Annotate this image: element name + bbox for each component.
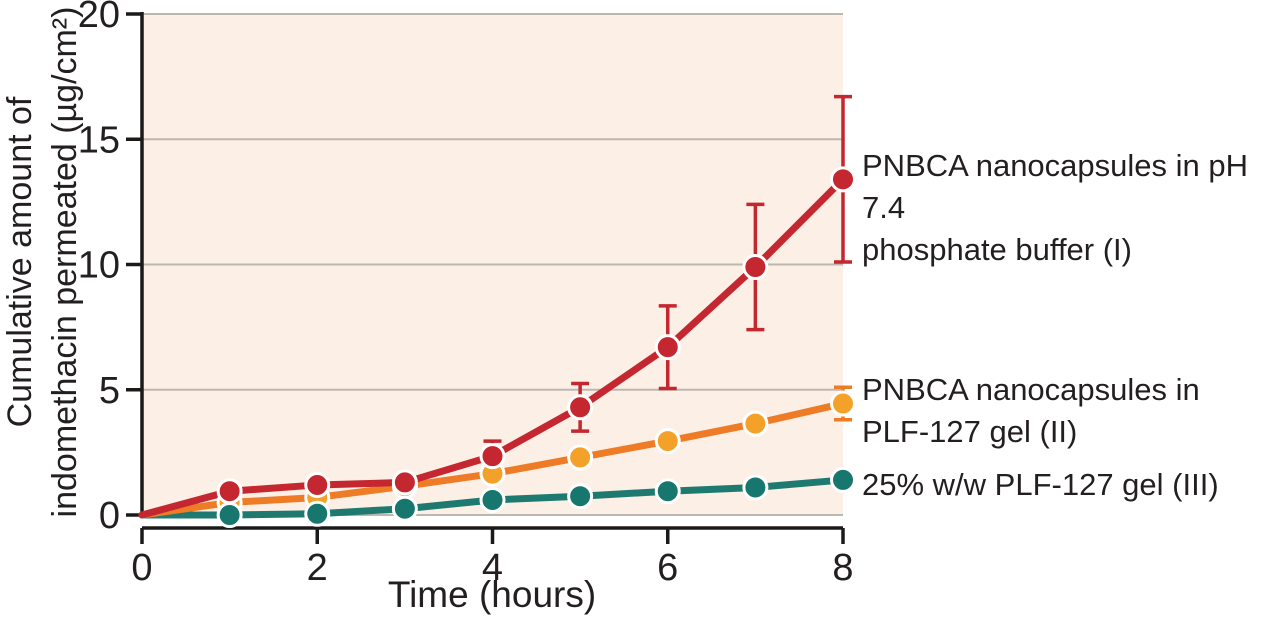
data-point-series-3-h6 xyxy=(654,478,681,505)
y-tick-label-5: 5 xyxy=(99,370,120,412)
x-tick-label-2: 2 xyxy=(307,547,328,589)
data-point-series-1-h8 xyxy=(830,166,856,193)
y-tick-label-0: 0 xyxy=(99,495,120,537)
data-point-series-1-h4 xyxy=(479,443,506,470)
data-point-series-1-h6 xyxy=(654,334,681,361)
y-tick-label-20: 20 xyxy=(78,0,120,36)
x-tick-label-6: 6 xyxy=(657,547,678,589)
data-point-series-1-h7 xyxy=(742,254,769,281)
x-tick-label-8: 8 xyxy=(832,547,853,589)
data-point-series-3-h1 xyxy=(216,502,243,528)
data-point-series-3-h3 xyxy=(391,495,418,522)
y-tick-label-10: 10 xyxy=(78,245,120,287)
x-tick-label-4: 4 xyxy=(482,547,503,589)
x-axis-title: Time (hours) xyxy=(387,574,597,615)
data-point-series-2-h6 xyxy=(654,428,681,455)
data-point-series-3-h7 xyxy=(742,474,769,501)
y-tick-label-15: 15 xyxy=(78,119,120,161)
legend-label-series-3: 25% w/w PLF-127 gel (III) xyxy=(862,467,1219,502)
data-point-series-1-h5 xyxy=(567,394,594,421)
data-point-series-2-h8 xyxy=(830,390,856,417)
data-point-series-1-h2 xyxy=(304,471,331,498)
data-point-series-1-h1 xyxy=(216,478,243,505)
x-tick-label-0: 0 xyxy=(131,547,152,589)
legend-label-series-1: PNBCA nanocapsules in pH 7.4 phosphate b… xyxy=(862,148,1249,267)
data-point-series-2-h7 xyxy=(742,410,769,437)
legend-label-series-2: PNBCA nanocapsules in PLF-127 gel (II) xyxy=(862,372,1200,449)
data-point-series-3-h8 xyxy=(830,466,856,493)
data-point-series-3-h5 xyxy=(567,483,594,510)
data-point-series-3-h4 xyxy=(479,486,506,513)
data-point-series-3-h2 xyxy=(304,500,331,527)
data-point-series-1-h3 xyxy=(391,469,418,496)
y-axis-title: Cumulative amount of indomethacin permea… xyxy=(1,6,84,518)
data-point-series-2-h5 xyxy=(567,444,594,471)
